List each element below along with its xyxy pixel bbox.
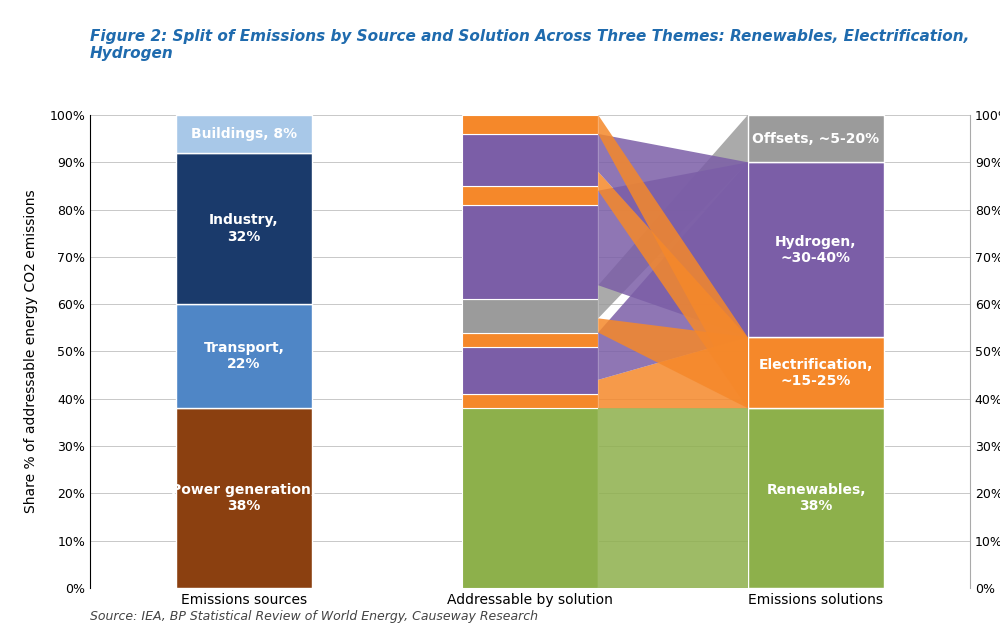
- Text: Power generation,
38%: Power generation, 38%: [171, 483, 317, 513]
- FancyBboxPatch shape: [748, 408, 884, 588]
- FancyBboxPatch shape: [176, 408, 312, 588]
- Polygon shape: [598, 408, 748, 588]
- FancyBboxPatch shape: [748, 162, 884, 337]
- Text: Source: IEA, BP Statistical Review of World Energy, Causeway Research: Source: IEA, BP Statistical Review of Wo…: [90, 610, 538, 623]
- FancyBboxPatch shape: [462, 332, 598, 347]
- FancyBboxPatch shape: [462, 205, 598, 300]
- FancyBboxPatch shape: [176, 304, 312, 408]
- FancyBboxPatch shape: [462, 394, 598, 408]
- FancyBboxPatch shape: [748, 337, 884, 408]
- FancyBboxPatch shape: [176, 115, 312, 153]
- FancyBboxPatch shape: [462, 300, 598, 332]
- Text: Hydrogen,
~30-40%: Hydrogen, ~30-40%: [775, 235, 857, 265]
- Text: Renewables,
38%: Renewables, 38%: [766, 483, 866, 513]
- Text: Electrification,
~15-25%: Electrification, ~15-25%: [759, 358, 873, 388]
- Polygon shape: [598, 318, 748, 408]
- Text: Figure 2: Split of Emissions by Source and Solution Across Three Themes: Renewab: Figure 2: Split of Emissions by Source a…: [90, 29, 969, 61]
- Polygon shape: [598, 162, 748, 337]
- Text: Buildings, 8%: Buildings, 8%: [191, 127, 297, 141]
- FancyBboxPatch shape: [462, 408, 598, 588]
- FancyBboxPatch shape: [462, 134, 598, 186]
- Text: Transport,
22%: Transport, 22%: [204, 341, 284, 371]
- FancyBboxPatch shape: [748, 115, 884, 162]
- Polygon shape: [598, 172, 748, 408]
- Text: Offsets, ~5-20%: Offsets, ~5-20%: [752, 132, 880, 146]
- Polygon shape: [598, 162, 748, 380]
- FancyBboxPatch shape: [176, 153, 312, 304]
- Polygon shape: [598, 337, 748, 408]
- FancyBboxPatch shape: [462, 347, 598, 394]
- Y-axis label: Share % of addressable energy CO2 emissions: Share % of addressable energy CO2 emissi…: [24, 190, 38, 513]
- FancyBboxPatch shape: [462, 115, 598, 134]
- FancyBboxPatch shape: [462, 186, 598, 205]
- Polygon shape: [598, 115, 748, 318]
- Text: Industry,
32%: Industry, 32%: [209, 213, 279, 243]
- Polygon shape: [598, 115, 748, 408]
- Polygon shape: [598, 134, 748, 337]
